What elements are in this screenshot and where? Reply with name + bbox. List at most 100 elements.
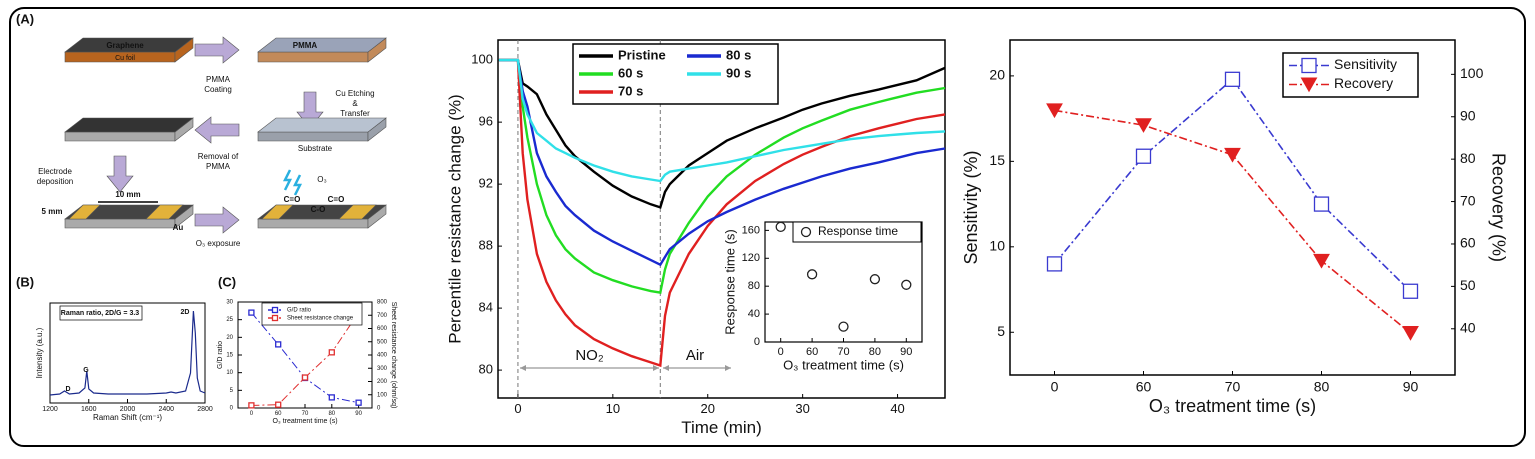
marker [355,399,362,406]
label: Removal of [198,152,239,161]
label: Electrode [38,167,72,176]
x-tick-label: 70 [837,346,849,358]
label: & [352,99,358,108]
y2-tick-label: 40 [1460,319,1476,335]
marker [901,279,912,290]
series-line [49,310,206,396]
x-axis-label: O₃ treatment time (s) [1149,396,1316,416]
arrow-head [725,365,731,371]
y-tick-label: 160 [742,224,760,236]
y-tick-label: 40 [748,308,760,320]
legend-label: 90 s [726,65,751,80]
marker [328,394,335,401]
series-line [498,58,946,209]
series-line [498,58,946,267]
label: 10 mm [115,190,140,199]
x-axis-label: Raman Shift (cm⁻¹) [93,413,162,422]
y2-tick-label: 100 [1460,65,1484,81]
y-tick-label: 120 [742,252,760,264]
series-line [1054,109,1412,334]
y2-tick-label: 400 [377,353,388,359]
x-tick-label: 60 [806,346,818,358]
peak-label: D [65,386,70,393]
slab-front [257,131,369,142]
panel-label: (B) [16,274,34,289]
x-tick-label: 2800 [197,406,213,413]
slab-top [64,117,194,133]
label: Graphene [106,41,144,50]
annotation: Raman ratio, 2D/G = 3.3 [61,310,139,317]
marker [1224,71,1241,87]
x-tick-label: 2400 [158,406,174,413]
arrow-head [653,365,659,371]
electrode [261,204,294,220]
x-tick-label: 0 [514,401,521,416]
marker [1046,256,1063,272]
marker [869,274,881,285]
y-tick-label: 84 [479,300,493,315]
label: Coating [204,85,232,94]
ozone-bolt [292,174,303,196]
label: C-O [311,205,326,214]
y-axis-label: Response time (s) [722,229,737,334]
label: Cu foil [115,55,135,62]
marker [800,226,812,238]
ozone-bolt [282,169,293,191]
x-tick-label: 90 [900,346,912,358]
y2-tick-label: 0 [377,406,381,412]
annotation-box [59,305,143,321]
x-tick-label: 0 [778,346,784,358]
y-tick-label: 5 [230,388,234,394]
legend-label: G/D ratio [287,308,312,314]
label: PMMA [206,75,231,84]
y-tick-label: 0 [754,336,760,348]
y-tick-label: 100 [471,52,493,67]
marker [775,221,786,233]
legend-label: Pristine [618,47,666,62]
x-tick-label: 1600 [81,406,97,413]
x-tick-label: 30 [795,401,809,416]
slab-front [64,218,176,229]
label: O₃ exposure [196,239,241,248]
electrode [338,204,377,220]
legend [261,302,363,326]
y-tick-label: 30 [226,300,233,306]
y2-tick-label: 70 [1460,192,1476,208]
label: O₃ [317,175,326,184]
y2-tick-label: 600 [377,326,388,332]
x-tick-label: 20 [701,401,715,416]
label: Au [173,223,184,232]
y-tick-label: 15 [226,353,233,359]
y2-tick-label: 90 [1460,107,1476,123]
annotation: Air [686,347,704,364]
label: PMMA [293,41,318,50]
electrode [145,204,184,220]
y-tick-label: 15 [989,152,1005,168]
y-axis-label: Percentile resistance change (%) [445,94,464,343]
legend-label: 60 s [618,65,643,80]
label: C=O [328,195,345,204]
label: Cu Etching [335,89,374,98]
y-tick-label: 0 [230,406,234,412]
legend-label: 70 s [618,83,643,98]
x-tick-label: 2000 [120,406,136,413]
x-tick-label: 90 [1403,378,1419,394]
marker [275,341,282,348]
process-arrow [194,116,240,144]
y2-tick-label: 800 [377,300,388,306]
x-tick-label: 40 [890,401,904,416]
x-tick-label: 70 [1225,378,1241,394]
process-arrow [106,155,134,193]
y2-tick-label: 500 [377,339,388,345]
y-tick-label: 80 [479,362,493,377]
y2-axis-label: Sheet resistance change (ohm/sq) [390,302,397,409]
marker [271,314,279,322]
x-tick-label: 70 [302,411,309,417]
process-arrow [194,206,240,234]
arrow-head [663,365,669,371]
label: PMMA [206,162,231,171]
y-tick-label: 25 [226,317,233,323]
marker [248,309,255,316]
marker [1313,196,1330,212]
